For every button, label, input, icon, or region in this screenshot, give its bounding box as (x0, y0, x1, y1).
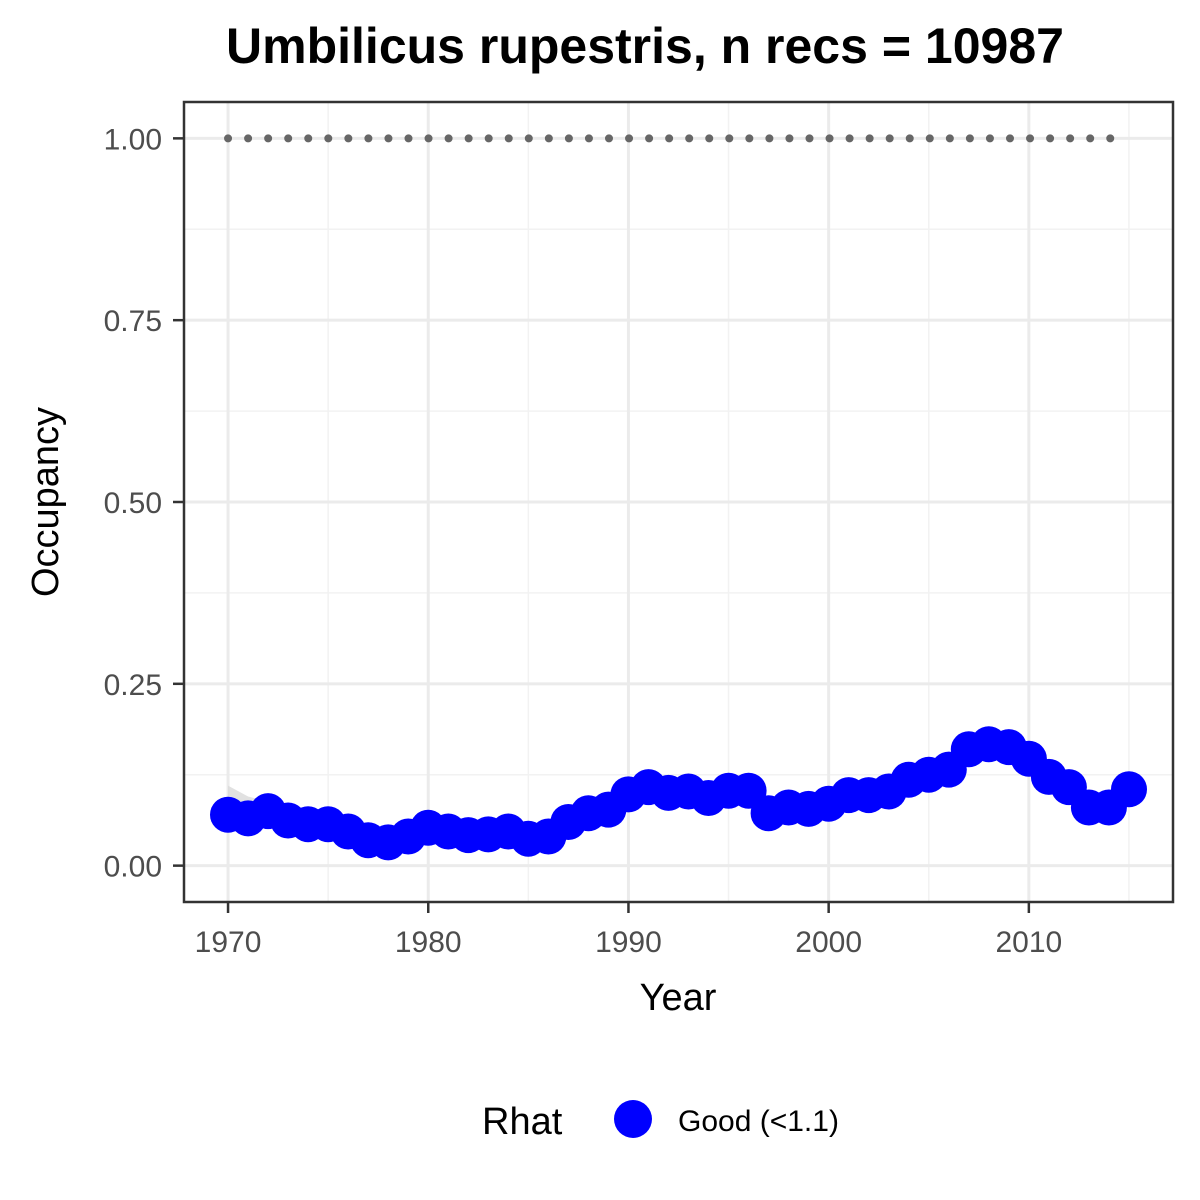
x-axis: 1970 1980 1990 2000 2010 (195, 902, 1062, 959)
y-tick-label: 0.25 (104, 669, 162, 702)
y-tick-label: 0.50 (104, 487, 162, 520)
x-tick-label: 1970 (195, 926, 262, 959)
x-axis-title: Year (640, 977, 717, 1019)
x-tick-label: 2000 (795, 926, 862, 959)
y-tick-label: 1.00 (104, 123, 162, 156)
data-point (1111, 771, 1147, 808)
y-tick-label: 0.75 (104, 305, 162, 338)
legend-label-good: Good (<1.1) (678, 1105, 839, 1138)
x-tick-label: 1980 (395, 926, 462, 959)
legend-title: Rhat (482, 1101, 563, 1143)
y-axis: 0.00 0.25 0.50 0.75 1.00 (104, 123, 184, 884)
y-axis-title: Occupancy (25, 407, 67, 597)
chart-title: Umbilicus rupestris, n recs = 10987 (226, 18, 1064, 74)
x-tick-label: 1990 (595, 926, 662, 959)
x-tick-label: 2010 (995, 926, 1062, 959)
y-tick-label: 0.00 (104, 851, 162, 884)
data-points (210, 726, 1147, 861)
legend: Rhat Good (<1.1) (482, 1100, 839, 1143)
legend-key-good (614, 1100, 652, 1138)
